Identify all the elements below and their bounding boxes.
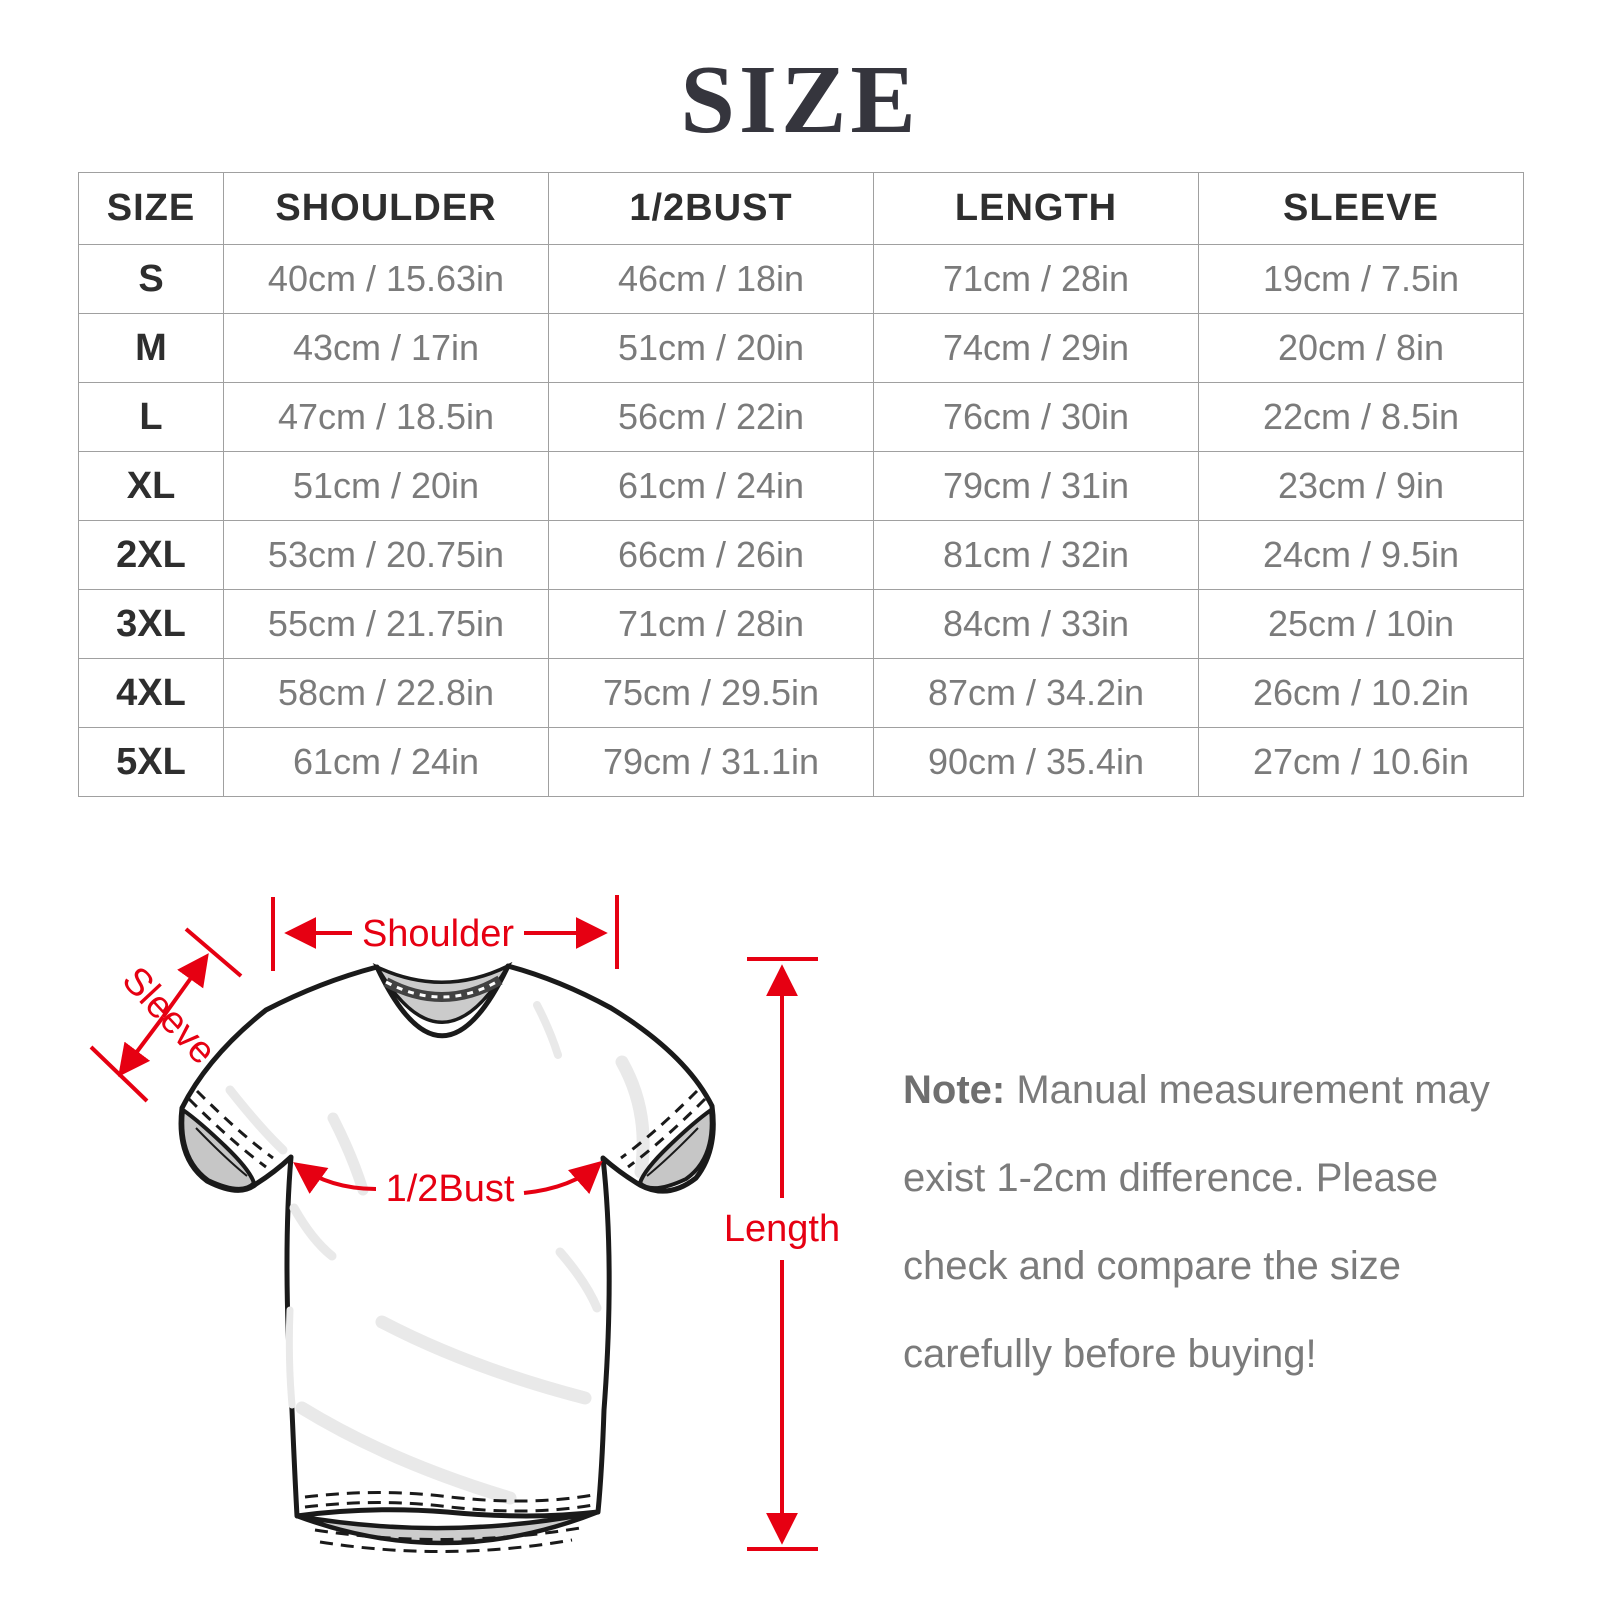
table-row: XL 51cm / 20in 61cm / 24in 79cm / 31in 2… <box>78 451 1524 521</box>
bust-cell: 51cm / 20in <box>548 313 874 383</box>
page-title: SIZE <box>680 46 920 154</box>
sleeve-cell: 24cm / 9.5in <box>1198 520 1524 590</box>
sleeve-cell: 19cm / 7.5in <box>1198 244 1524 314</box>
tshirt-measurement-diagram: Shoulder Sleeve 1/2Bust Length <box>89 895 840 1553</box>
table-row: 3XL 55cm / 21.75in 71cm / 28in 84cm / 33… <box>78 589 1524 659</box>
sleeve-cell: 27cm / 10.6in <box>1198 727 1524 797</box>
sleeve-cell: 20cm / 8in <box>1198 313 1524 383</box>
length-cell: 81cm / 32in <box>873 520 1199 590</box>
shoulder-cell: 55cm / 21.75in <box>223 589 549 659</box>
bust-cell: 71cm / 28in <box>548 589 874 659</box>
shoulder-cell: 40cm / 15.63in <box>223 244 549 314</box>
bust-cell: 46cm / 18in <box>548 244 874 314</box>
size-cell: L <box>78 382 224 452</box>
size-cell: 3XL <box>78 589 224 659</box>
table-row: 4XL 58cm / 22.8in 75cm / 29.5in 87cm / 3… <box>78 658 1524 728</box>
shoulder-cell: 61cm / 24in <box>223 727 549 797</box>
table-row: L 47cm / 18.5in 56cm / 22in 76cm / 30in … <box>78 382 1524 452</box>
length-cell: 71cm / 28in <box>873 244 1199 314</box>
size-table: SIZE SHOULDER 1/2BUST LENGTH SLEEVE S 40… <box>78 172 1524 797</box>
shoulder-cell: 47cm / 18.5in <box>223 382 549 452</box>
bottom-hem <box>296 1491 599 1553</box>
table-row: 2XL 53cm / 20.75in 66cm / 26in 81cm / 32… <box>78 520 1524 590</box>
header-bust: 1/2BUST <box>548 172 874 245</box>
measurement-annotations <box>89 895 818 1551</box>
size-cell: S <box>78 244 224 314</box>
table-row: 5XL 61cm / 24in 79cm / 31.1in 90cm / 35.… <box>78 727 1524 797</box>
bust-cell: 56cm / 22in <box>548 382 874 452</box>
header-size: SIZE <box>78 172 224 245</box>
shoulder-cell: 51cm / 20in <box>223 451 549 521</box>
table-row: M 43cm / 17in 51cm / 20in 74cm / 29in 20… <box>78 313 1524 383</box>
size-cell: 5XL <box>78 727 224 797</box>
note-label: Note: <box>903 1068 1006 1112</box>
sleeve-label: Sleeve <box>114 959 224 1073</box>
shoulder-cell: 53cm / 20.75in <box>223 520 549 590</box>
sleeve-cell: 26cm / 10.2in <box>1198 658 1524 728</box>
note-line: exist 1-2cm difference. Please <box>903 1156 1439 1200</box>
sleeve-cell: 22cm / 8.5in <box>1198 382 1524 452</box>
bust-cell: 75cm / 29.5in <box>548 658 874 728</box>
bust-cell: 61cm / 24in <box>548 451 874 521</box>
tshirt-outline <box>178 961 716 1553</box>
length-cell: 76cm / 30in <box>873 382 1199 452</box>
length-cell: 84cm / 33in <box>873 589 1199 659</box>
header-shoulder: SHOULDER <box>223 172 549 245</box>
note-line: carefully before buying! <box>903 1332 1317 1376</box>
length-cell: 74cm / 29in <box>873 313 1199 383</box>
collar <box>372 961 513 1024</box>
size-cell: 2XL <box>78 520 224 590</box>
bust-label: 1/2Bust <box>386 1168 515 1210</box>
size-cell: 4XL <box>78 658 224 728</box>
bust-cell: 79cm / 31.1in <box>548 727 874 797</box>
left-sleeve-cuff <box>180 1089 274 1191</box>
sleeve-arrow <box>89 927 243 1103</box>
length-cell: 90cm / 35.4in <box>873 727 1199 797</box>
table-header-row: SIZE SHOULDER 1/2BUST LENGTH SLEEVE <box>78 172 1524 245</box>
fabric-wrinkles <box>225 1001 650 1505</box>
shoulder-arrow <box>271 895 619 971</box>
sleeve-cell: 25cm / 10in <box>1198 589 1524 659</box>
right-sleeve-cuff <box>620 1089 714 1191</box>
length-label: Length <box>724 1208 840 1250</box>
table-row: S 40cm / 15.63in 46cm / 18in 71cm / 28in… <box>78 244 1524 314</box>
header-length: LENGTH <box>873 172 1199 245</box>
shoulder-cell: 58cm / 22.8in <box>223 658 549 728</box>
shoulder-label: Shoulder <box>362 913 514 955</box>
length-cell: 79cm / 31in <box>873 451 1199 521</box>
size-cell: XL <box>78 451 224 521</box>
note-line: check and compare the size <box>903 1244 1402 1288</box>
length-arrow <box>747 957 818 1551</box>
length-cell: 87cm / 34.2in <box>873 658 1199 728</box>
size-cell: M <box>78 313 224 383</box>
shoulder-cell: 43cm / 17in <box>223 313 549 383</box>
sleeve-cell: 23cm / 9in <box>1198 451 1524 521</box>
header-sleeve: SLEEVE <box>1198 172 1524 245</box>
note-line: Note: Manual measurement may <box>903 1046 1543 1134</box>
note-block: Note: Manual measurement may exist 1-2cm… <box>903 1046 1543 1398</box>
bust-arrow <box>293 1160 603 1195</box>
note-text: Manual measurement may <box>1005 1068 1490 1112</box>
bust-cell: 66cm / 26in <box>548 520 874 590</box>
